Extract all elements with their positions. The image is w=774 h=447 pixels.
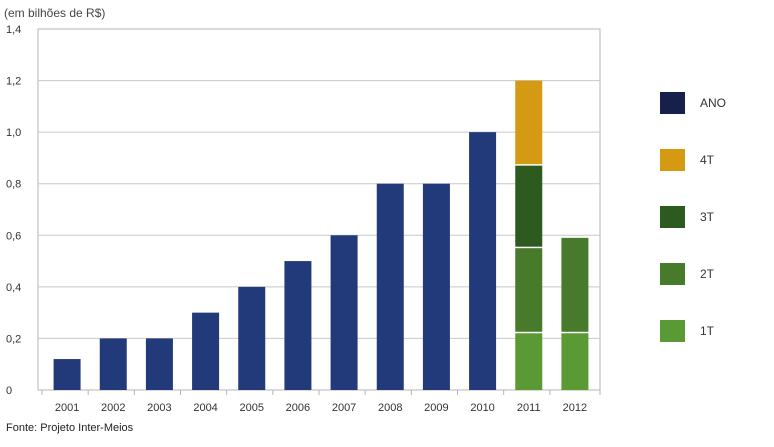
- y-tick-label: 0: [6, 385, 12, 397]
- x-tick-label: 2005: [240, 402, 264, 414]
- bar-2t-2012: [561, 237, 589, 332]
- legend-swatch-2t: [660, 263, 685, 285]
- y-tick-label: 1,0: [6, 127, 21, 139]
- source-note: Fonte: Projeto Inter-Meios: [6, 422, 134, 434]
- legend-label-ano: ANO: [700, 96, 726, 110]
- bar-ano-2004: [192, 312, 220, 390]
- x-tick-label: 2009: [424, 402, 448, 414]
- x-tick-label: 2011: [517, 402, 541, 414]
- x-tick-label: 2007: [332, 402, 356, 414]
- bar-ano-2006: [284, 261, 312, 390]
- legend-swatch-ano: [660, 92, 685, 114]
- y-tick-label: 0,6: [6, 230, 21, 242]
- bar-ano-2002: [99, 338, 127, 390]
- x-tick-label: 2008: [378, 402, 402, 414]
- x-tick-label: 2004: [193, 402, 217, 414]
- bar-1t-2011: [515, 333, 543, 390]
- legend-swatch-1t: [660, 320, 685, 342]
- y-tick-label: 0,8: [6, 179, 21, 191]
- legend-label-1t: 1T: [700, 324, 715, 338]
- bar-ano-2010: [469, 132, 497, 390]
- x-tick-label: 2010: [470, 402, 494, 414]
- y-tick-label: 1,4: [6, 24, 21, 36]
- bar-ano-2009: [422, 183, 450, 390]
- bar-1t-2012: [561, 333, 589, 390]
- bar-2t-2011: [515, 248, 543, 332]
- bar-ano-2007: [330, 235, 358, 390]
- y-axis-unit-label: (em bilhões de R$): [4, 6, 106, 20]
- legend-label-2t: 2T: [700, 267, 715, 281]
- legend-label-3t: 3T: [700, 210, 715, 224]
- x-tick-label: 2006: [286, 402, 310, 414]
- bar-ano-2008: [376, 183, 404, 390]
- bar-3t-2011: [515, 165, 543, 247]
- legend-label-4t: 4T: [700, 153, 715, 167]
- bar-4t-2011: [515, 80, 543, 165]
- legend-swatch-4t: [660, 149, 685, 171]
- y-tick-label: 0,4: [6, 282, 21, 294]
- y-tick-label: 1,2: [6, 76, 21, 88]
- x-tick-label: 2001: [55, 402, 79, 414]
- bar-ano-2005: [238, 286, 266, 390]
- x-tick-label: 2003: [147, 402, 171, 414]
- x-tick-label: 2012: [563, 402, 587, 414]
- legend-swatch-3t: [660, 206, 685, 228]
- bar-ano-2003: [145, 338, 173, 390]
- bar-ano-2001: [53, 359, 81, 390]
- x-tick-label: 2002: [101, 402, 125, 414]
- y-tick-label: 0,2: [6, 333, 21, 345]
